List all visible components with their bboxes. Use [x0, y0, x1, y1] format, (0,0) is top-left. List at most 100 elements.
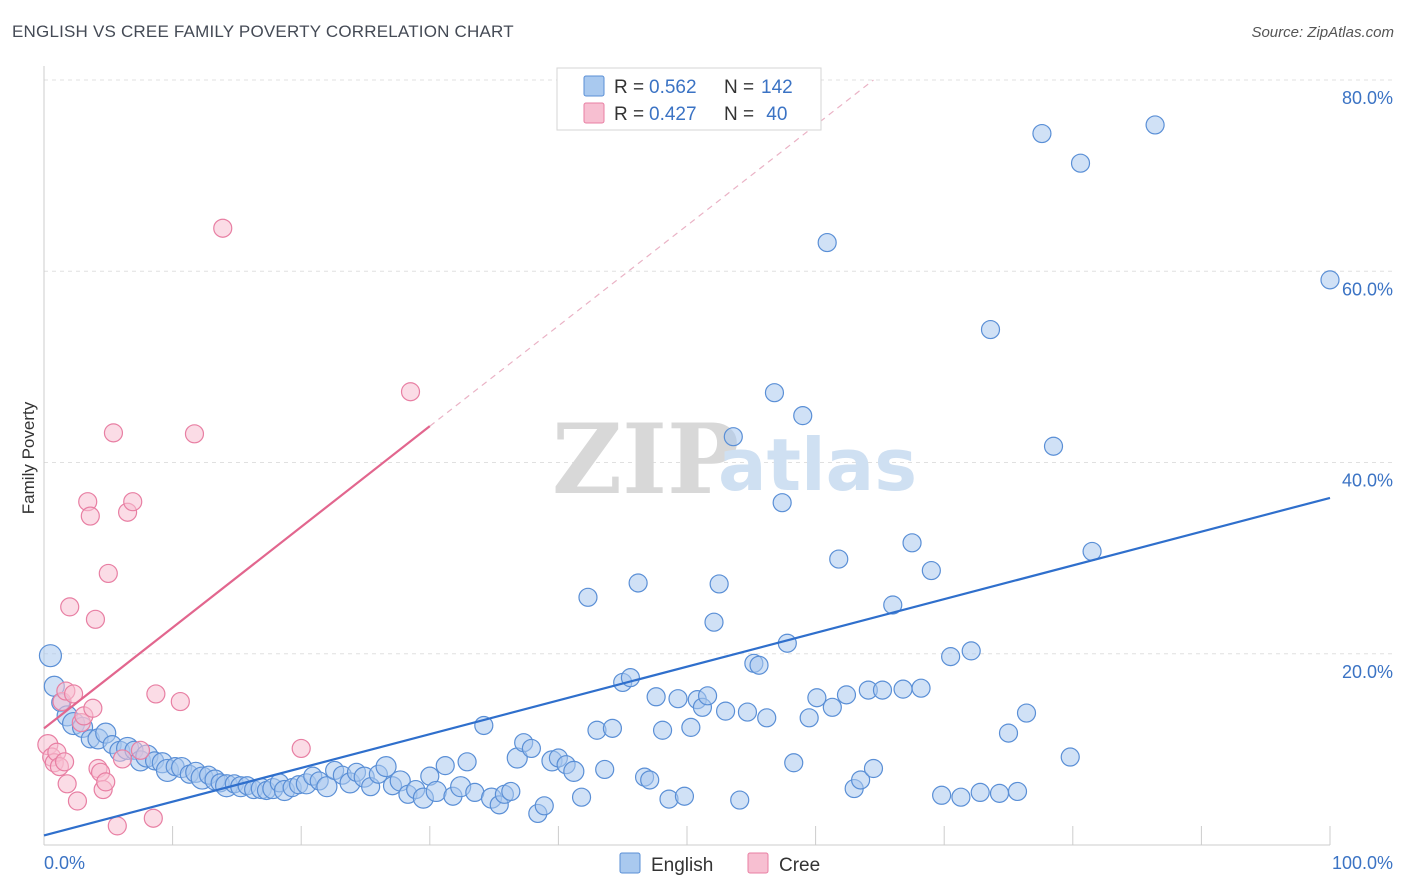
english-point-110 — [807, 688, 827, 708]
english-point-71 — [534, 796, 554, 816]
english-point-80 — [602, 718, 623, 738]
english-point-124 — [921, 560, 941, 581]
cree-trend-extension — [429, 79, 874, 427]
cree-point-11 — [67, 791, 88, 811]
english-point-95 — [704, 612, 724, 632]
legend-r-label-cree: R = — [614, 104, 649, 125]
bottom-legend-label-cree: Cree — [779, 855, 820, 876]
english-point-75 — [563, 760, 585, 782]
english-point-120 — [883, 595, 903, 615]
english-point-60 — [457, 752, 477, 772]
axes — [43, 66, 1331, 846]
x-tick-label-0: 0.0% — [44, 853, 85, 873]
cree-point-28 — [130, 740, 151, 760]
english-point-83 — [628, 573, 648, 593]
english-point-119 — [872, 680, 893, 700]
english-point-123 — [911, 678, 931, 698]
english-point-104 — [764, 383, 785, 403]
english-point-132 — [998, 723, 1019, 743]
english-point-91 — [681, 717, 701, 737]
english-point-97 — [715, 701, 736, 721]
cree-point-8 — [57, 774, 77, 794]
legend-n-label-english: N = — [724, 77, 759, 98]
english-point-108 — [793, 406, 813, 426]
english-point-109 — [799, 708, 819, 728]
x-tick-label-1: 100.0% — [1332, 853, 1393, 873]
cree-point-27 — [123, 492, 143, 512]
cree-point-25 — [112, 749, 133, 769]
english-point-137 — [1060, 747, 1080, 767]
english-point-90 — [674, 786, 695, 806]
cree-point-22 — [98, 563, 118, 584]
cree-point-35 — [400, 382, 421, 402]
y-tick-label-0: 20.0% — [1342, 662, 1393, 682]
english-trend-line — [43, 496, 1331, 837]
english-point-103 — [757, 708, 777, 728]
english-point-99 — [730, 790, 750, 810]
cree-point-6 — [54, 752, 75, 772]
english-point-127 — [951, 787, 971, 807]
english-point-135 — [1032, 123, 1052, 144]
english-point-105 — [772, 493, 792, 513]
bottom-legend-swatch-cree — [747, 852, 769, 874]
english-point-126 — [941, 647, 961, 667]
chart-title: ENGLISH VS CREE FAMILY POVERTY CORRELATI… — [12, 22, 514, 41]
english-point-77 — [578, 587, 598, 607]
stats-legend: R = 0.562 N = 142 R = 0.427 N = 40 — [556, 67, 822, 131]
english-point-118 — [863, 758, 884, 779]
chart-source: Source: ZipAtlas.com — [1251, 24, 1394, 41]
english-point-121 — [893, 679, 913, 699]
legend-swatch-cree — [583, 102, 605, 124]
english-point-100 — [737, 702, 758, 722]
english-point-112 — [822, 697, 842, 717]
y-tick-label-3: 80.0% — [1342, 88, 1393, 108]
english-point-86 — [646, 687, 666, 707]
cree-point-32 — [184, 424, 205, 444]
series-legend: English Cree — [619, 852, 820, 876]
cree-point-31 — [170, 691, 190, 712]
cree-point-17 — [85, 609, 106, 629]
english-point-89 — [668, 689, 688, 709]
english-point-98 — [723, 427, 743, 447]
grid-lines — [44, 79, 1392, 655]
cree-point-30 — [146, 684, 166, 704]
watermark-zip: ZIP — [552, 403, 739, 516]
legend-n-value-english: 142 — [761, 77, 793, 98]
english-point-69 — [521, 738, 541, 759]
english-point-96 — [709, 574, 729, 594]
english-point-66 — [501, 781, 521, 802]
english-point-129 — [970, 782, 990, 803]
english-point-116 — [851, 770, 871, 790]
english-point-136 — [1043, 436, 1064, 456]
english-point-107 — [784, 753, 804, 773]
english-point-141 — [1320, 270, 1340, 290]
legend-r-value-cree: 0.427 — [649, 104, 697, 125]
cree-point-21 — [96, 772, 116, 792]
legend-n-label-cree: N = — [724, 104, 759, 125]
english-point-111 — [817, 232, 837, 253]
cree-point-10 — [63, 684, 84, 704]
legend-r-value-english: 0.562 — [649, 77, 697, 98]
english-point-56 — [425, 780, 447, 803]
english-point-113 — [829, 549, 849, 569]
english-point-41 — [316, 776, 338, 798]
y-tick-label-1: 40.0% — [1342, 471, 1393, 491]
english-point-0 — [38, 644, 63, 668]
english-point-94 — [697, 686, 718, 706]
english-point-125 — [932, 785, 952, 805]
watermark-atlas: atlas — [718, 423, 917, 507]
english-point-134 — [1016, 703, 1037, 723]
english-point-122 — [902, 533, 922, 553]
bottom-legend-swatch-english — [619, 852, 641, 874]
english-point-57 — [435, 756, 455, 776]
english-point-106 — [777, 633, 797, 653]
english-point-128 — [961, 641, 981, 661]
english-point-133 — [1007, 781, 1028, 802]
cree-point-33 — [213, 218, 233, 238]
bottom-legend-label-english: English — [651, 855, 713, 876]
tick-labels: 20.0% 40.0% 60.0% 80.0% 0.0% 100.0% — [44, 88, 1393, 873]
english-point-87 — [652, 720, 673, 740]
english-point-140 — [1145, 115, 1165, 135]
watermark: ZIP atlas — [552, 403, 917, 516]
